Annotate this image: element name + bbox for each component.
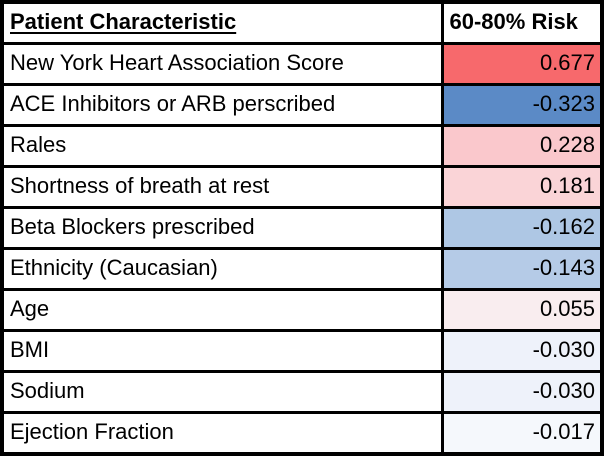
row-label: Beta Blockers prescribed xyxy=(0,206,444,250)
row-label: BMI xyxy=(0,329,444,373)
row-value-cell: 0.181 xyxy=(440,165,604,209)
row-value-cell: 0.228 xyxy=(440,124,604,168)
table-row: Shortness of breath at rest 0.181 xyxy=(0,165,604,209)
row-label: Rales xyxy=(0,124,444,168)
table-row: Rales 0.228 xyxy=(0,124,604,168)
header-risk-column: 60-80% Risk xyxy=(440,0,604,45)
table-row: ACE Inhibitors or ARB perscribed -0.323 xyxy=(0,83,604,127)
row-value-cell: -0.143 xyxy=(440,247,604,291)
row-label: Ejection Fraction xyxy=(0,411,444,456)
row-label: Sodium xyxy=(0,370,444,414)
table-row: Ethnicity (Caucasian) -0.143 xyxy=(0,247,604,291)
correlation-table-container: Patient Characteristic 60-80% Risk New Y… xyxy=(0,0,604,456)
row-value-cell: -0.323 xyxy=(440,83,604,127)
row-value-cell: -0.162 xyxy=(440,206,604,250)
patient-characteristic-risk-table: Patient Characteristic 60-80% Risk New Y… xyxy=(0,0,604,456)
row-value-cell: 0.055 xyxy=(440,288,604,332)
table-row: BMI -0.030 xyxy=(0,329,604,373)
row-value-cell: -0.030 xyxy=(440,329,604,373)
table-row: New York Heart Association Score 0.677 xyxy=(0,42,604,86)
header-patient-characteristic-label: Patient Characteristic xyxy=(10,9,237,35)
row-value-cell: -0.017 xyxy=(440,411,604,456)
row-label: ACE Inhibitors or ARB perscribed xyxy=(0,83,444,127)
table-row: Ejection Fraction -0.017 xyxy=(0,411,604,456)
table-row: Beta Blockers prescribed -0.162 xyxy=(0,206,604,250)
header-patient-characteristic: Patient Characteristic xyxy=(0,0,444,45)
row-label: Age xyxy=(0,288,444,332)
header-row: Patient Characteristic 60-80% Risk xyxy=(0,0,604,45)
row-value-cell: 0.677 xyxy=(440,42,604,86)
row-label: Shortness of breath at rest xyxy=(0,165,444,209)
table-row: Sodium -0.030 xyxy=(0,370,604,414)
row-label: New York Heart Association Score xyxy=(0,42,444,86)
row-value-cell: -0.030 xyxy=(440,370,604,414)
row-label: Ethnicity (Caucasian) xyxy=(0,247,444,291)
table-row: Age 0.055 xyxy=(0,288,604,332)
